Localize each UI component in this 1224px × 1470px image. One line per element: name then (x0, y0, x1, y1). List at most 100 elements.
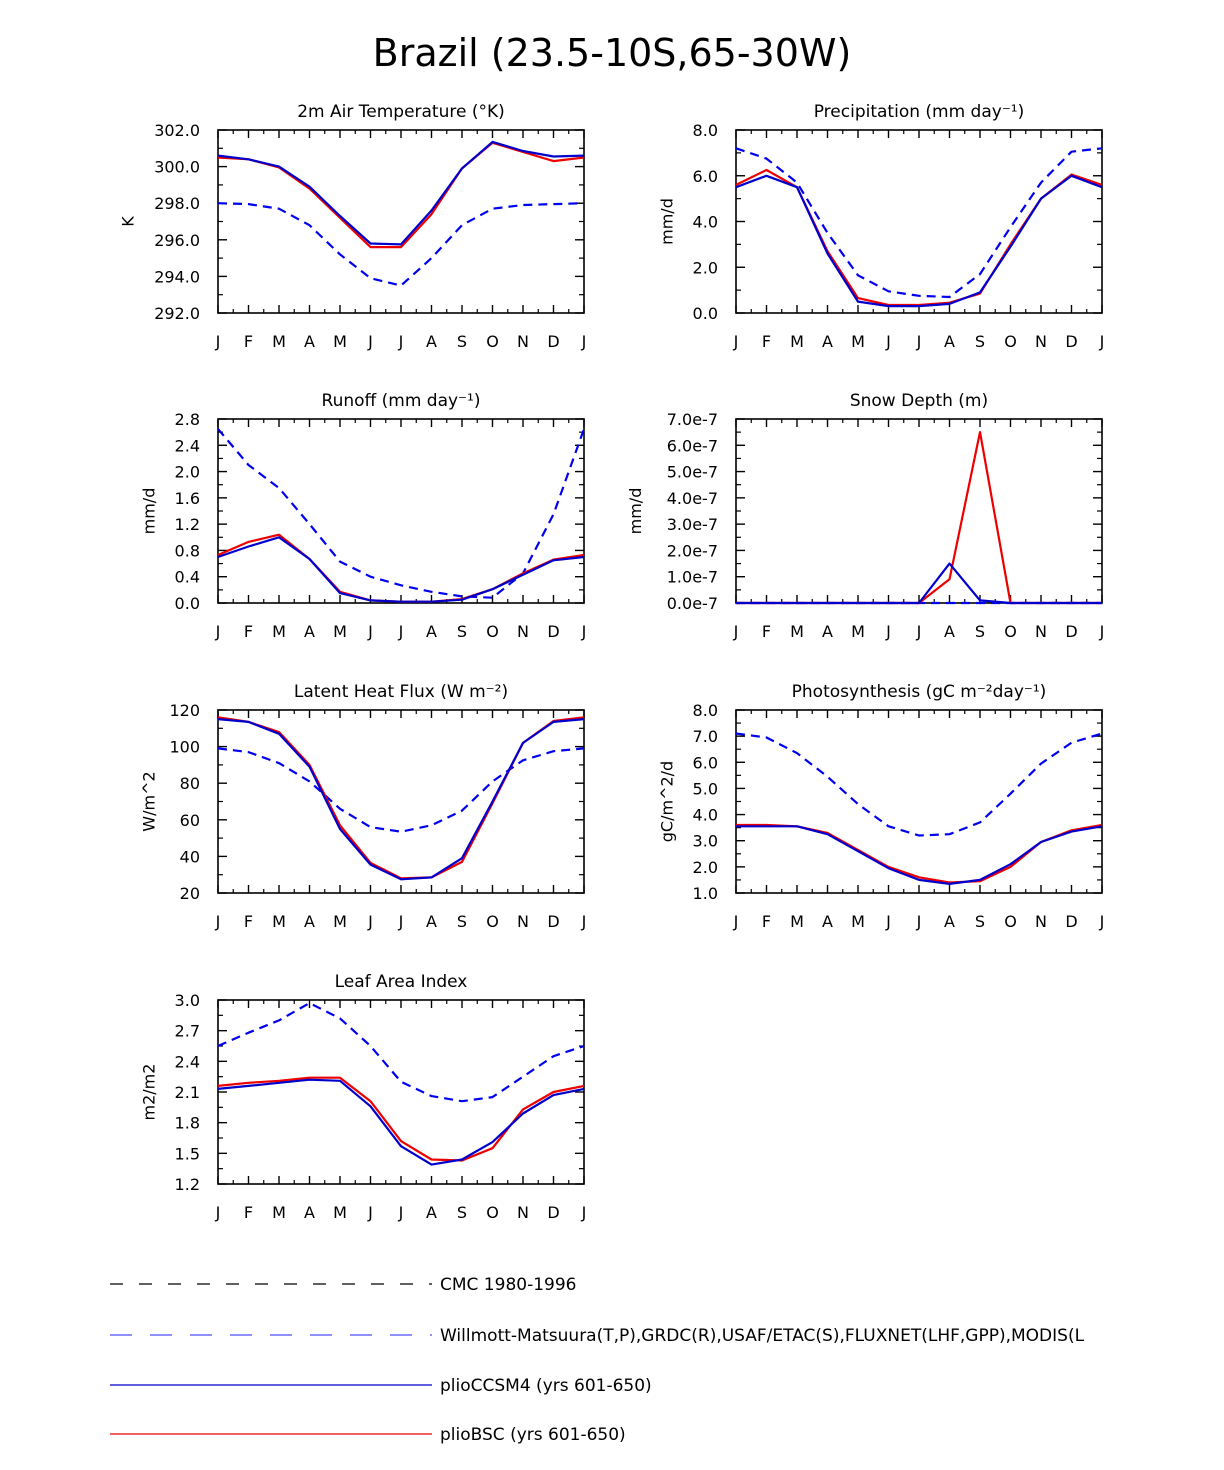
x-tick-label: N (1035, 622, 1047, 641)
y-tick-label: 2.8 (175, 410, 200, 429)
x-tick-label: F (244, 622, 253, 641)
x-tick-label: M (272, 622, 286, 641)
x-tick-label: F (244, 1203, 253, 1222)
y-tick-label: 0.8 (175, 541, 200, 560)
x-tick-label: A (944, 912, 955, 931)
series-line-model (217, 536, 585, 603)
chart-panel: Precipitation (mm day⁻¹)J F M A M J J A S O N D J0.0… (658, 102, 1105, 351)
y-axis-label: mm/d (140, 488, 159, 535)
x-tick-label: J (398, 912, 404, 931)
series-line-model (736, 823, 1103, 884)
panel-title: Latent Heat Flux (W m⁻²) (294, 682, 508, 702)
x-tick-label: N (1035, 332, 1047, 351)
series-line-model (736, 431, 1102, 605)
x-tick-label: J (215, 332, 221, 351)
y-tick-label: 1.2 (175, 1175, 200, 1194)
panel-title: 2m Air Temperature (°K) (297, 102, 505, 122)
legend-label: CMC 1980-1996 (440, 1275, 576, 1295)
y-tick-label: 294.0 (154, 267, 200, 286)
y-tick-label: 2.4 (175, 436, 200, 455)
y-tick-label: 0.0e-7 (667, 594, 718, 613)
legend-label: plioCCSM4 (yrs 601-650) (440, 1376, 652, 1396)
x-tick-label: J (733, 332, 739, 351)
y-tick-label: 4.0e-7 (667, 489, 718, 508)
x-tick-label: A (944, 622, 955, 641)
series-line-model (217, 718, 585, 881)
series-line-observations (217, 202, 585, 287)
y-tick-label: 4.0 (693, 213, 718, 232)
series-line-model (736, 825, 1103, 886)
y-axis-label: gC/m^2/d (658, 761, 677, 842)
x-tick-label: O (486, 332, 499, 351)
series-line-model (217, 1078, 585, 1166)
panel-title: Precipitation (mm day⁻¹) (814, 102, 1025, 122)
y-tick-label: 5.0 (693, 779, 718, 798)
legend: CMC 1980-1996 Willmott-Matsuura(T,P),GRD… (110, 1275, 1085, 1445)
y-tick-label: 2.7 (175, 1022, 200, 1041)
x-tick-label: A (304, 912, 315, 931)
panel-title: Snow Depth (m) (850, 391, 988, 411)
x-tick-label: F (762, 332, 771, 351)
y-tick-label: 2.0 (693, 258, 718, 277)
x-tick-label: J (1099, 912, 1105, 931)
legend-entry-pliocscm4: plioCCSM4 (yrs 601-650) (110, 1376, 652, 1396)
x-tick-label: S (457, 1203, 467, 1222)
x-tick-label: D (547, 1203, 559, 1222)
x-tick-label: O (1004, 332, 1017, 351)
series-line-observations (217, 747, 585, 833)
y-tick-label: 2.4 (175, 1052, 200, 1071)
plot-frame (735, 129, 1103, 314)
legend-entry-cmc: CMC 1980-1996 (110, 1275, 576, 1295)
y-tick-label: 6.0e-7 (667, 436, 718, 455)
y-axis-label: mm/d (626, 488, 645, 535)
x-tick-label: A (822, 622, 833, 641)
x-tick-label: J (885, 332, 891, 351)
x-tick-label: S (457, 332, 467, 351)
x-tick-label: J (367, 912, 373, 931)
x-tick-label: A (822, 912, 833, 931)
y-tick-label: 1.5 (175, 1144, 200, 1163)
y-tick-label: 80 (180, 774, 200, 793)
y-tick-label: 6.0 (693, 167, 718, 186)
x-tick-label: N (517, 912, 529, 931)
y-tick-label: 0.0 (693, 304, 718, 323)
x-tick-label: J (398, 332, 404, 351)
series-line-observations (735, 147, 1103, 299)
x-tick-label: N (517, 1203, 529, 1222)
x-tick-label: M (790, 912, 804, 931)
legend-entry-pliobsc: plioBSC (yrs 601-650) (110, 1425, 626, 1445)
x-tick-label: J (885, 622, 891, 641)
y-tick-label: 300.0 (154, 158, 200, 177)
x-tick-label: J (581, 1203, 587, 1222)
x-tick-label: M (790, 332, 804, 351)
y-tick-label: 1.6 (175, 489, 200, 508)
x-tick-label: O (1004, 912, 1017, 931)
x-tick-label: A (304, 1203, 315, 1222)
x-tick-label: J (367, 1203, 373, 1222)
legend-label: plioBSC (yrs 601-650) (440, 1425, 626, 1445)
series-line-model (217, 533, 585, 603)
x-tick-label: J (581, 912, 587, 931)
x-tick-label: J (581, 622, 587, 641)
x-tick-label: O (486, 1203, 499, 1222)
x-tick-label: N (517, 622, 529, 641)
chart-panel: Runoff (mm day⁻¹)J F M A M J J A S O N D J0.00.40.81… (140, 391, 587, 641)
x-tick-label: M (851, 912, 865, 931)
x-tick-label: F (244, 912, 253, 931)
x-tick-label: J (215, 1203, 221, 1222)
x-tick-label: D (1065, 622, 1077, 641)
x-tick-label: J (733, 912, 739, 931)
x-tick-label: A (822, 332, 833, 351)
plot-frame (735, 709, 1103, 894)
y-tick-label: 6.0 (693, 753, 718, 772)
y-axis-label: mm/d (658, 198, 677, 245)
y-tick-label: 0.0 (175, 594, 200, 613)
series-line-model (736, 562, 1102, 605)
series-line-model (217, 140, 585, 246)
y-axis-label: W/m^2 (140, 771, 159, 831)
y-tick-label: 2.0 (693, 858, 718, 877)
x-tick-label: O (486, 912, 499, 931)
x-tick-label: J (215, 912, 221, 931)
figure-title: Brazil (23.5-10S,65-30W) (373, 31, 852, 75)
panel-title: Runoff (mm day⁻¹) (322, 391, 481, 411)
